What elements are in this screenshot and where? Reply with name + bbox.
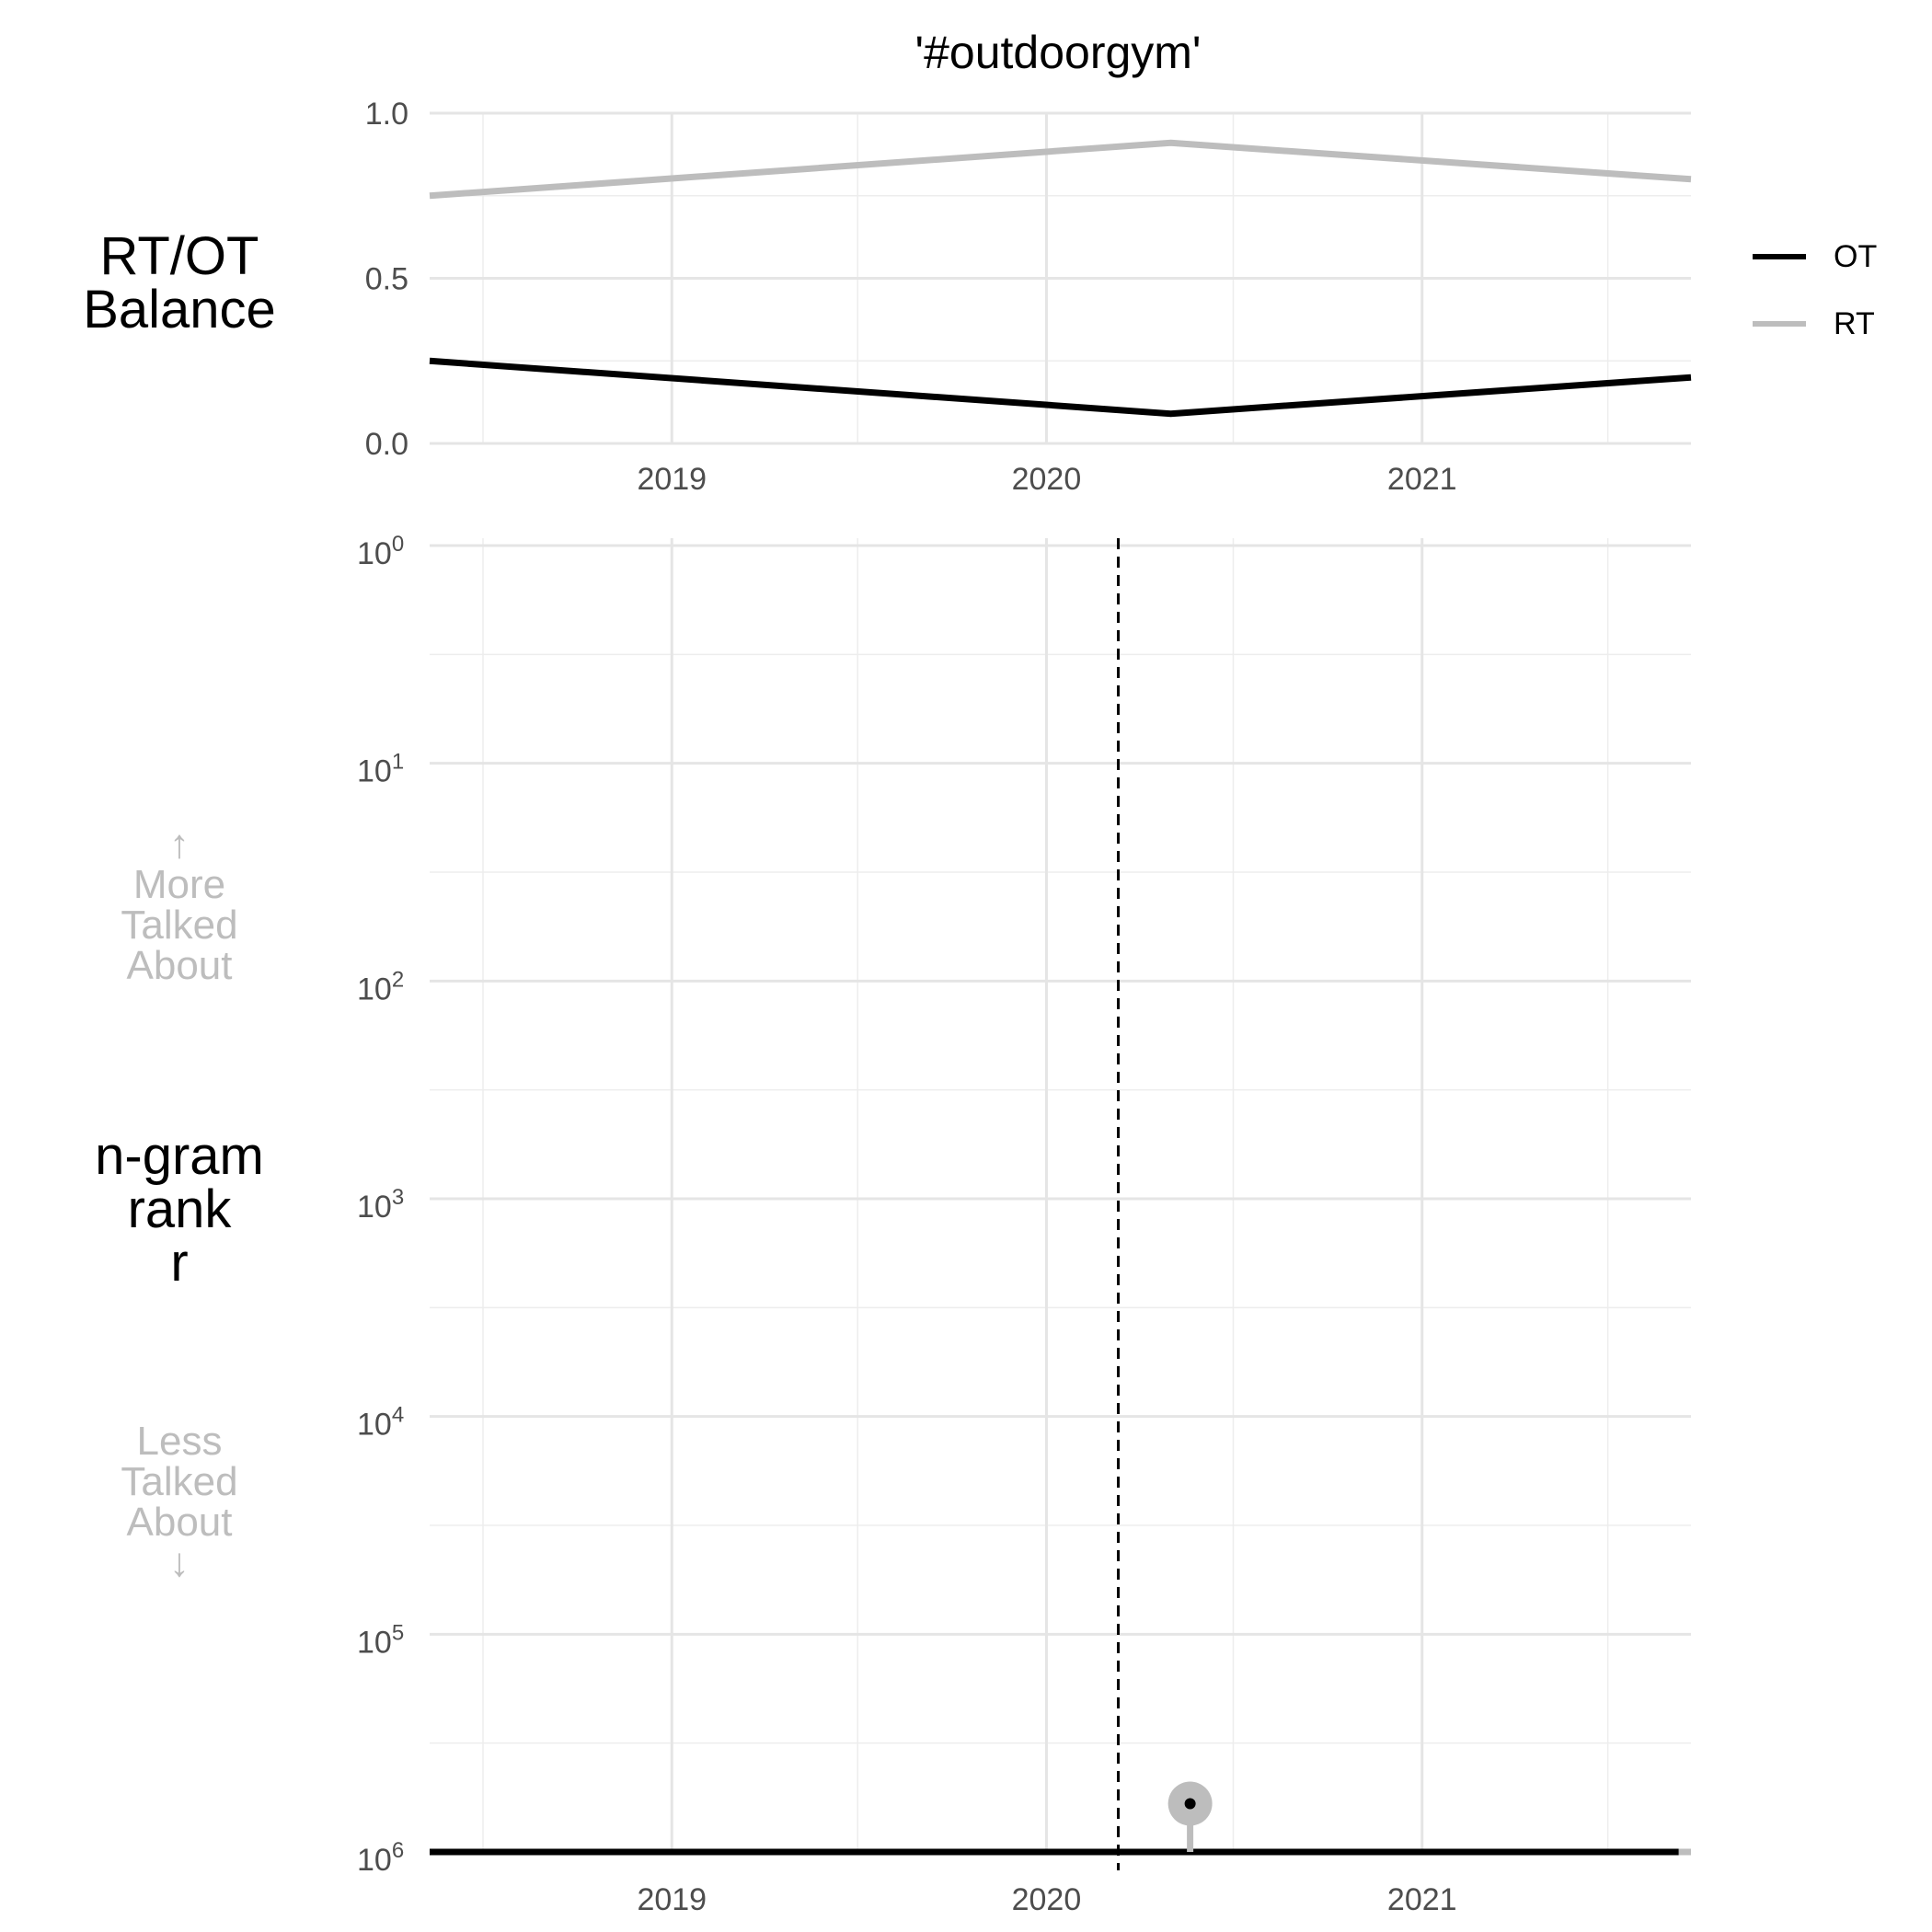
legend-item-ot: OT bbox=[1753, 238, 1877, 275]
legend-label-ot: OT bbox=[1834, 238, 1878, 274]
y-tick-label: 102 bbox=[357, 967, 404, 1006]
y-tick-label: 1.0 bbox=[365, 97, 408, 132]
rank-panel: 100 101 102 103 104 105 106 2019 2020 2021 bbox=[357, 532, 1691, 1917]
series-line-rt bbox=[429, 139, 1692, 200]
chart-title: '#outdoorgym' bbox=[914, 27, 1202, 78]
x-tick-label: 2019 bbox=[637, 462, 707, 497]
ngram-rank-axis-label: n-gram rank r bbox=[95, 1126, 264, 1293]
y-tick-label: 106 bbox=[357, 1838, 404, 1878]
legend-swatch-rt bbox=[1753, 321, 1806, 327]
x-tick-label: 2019 bbox=[637, 1882, 707, 1917]
more-talked-about-label: ↑ More Talked About bbox=[121, 822, 238, 988]
y-tick-label: 0.5 bbox=[365, 262, 408, 297]
y-tick-label: 103 bbox=[357, 1185, 404, 1225]
legend-item-rt: RT bbox=[1753, 305, 1875, 342]
y-tick-label: 0.0 bbox=[365, 427, 408, 462]
y-tick-label: 100 bbox=[357, 532, 404, 571]
highlight-point-inner bbox=[1184, 1798, 1196, 1810]
legend-swatch-ot bbox=[1753, 254, 1806, 259]
y-tick-label: 105 bbox=[357, 1620, 404, 1660]
balance-axis-label: RT/OT Balance bbox=[83, 226, 276, 339]
y-tick-label: 101 bbox=[357, 750, 404, 789]
legend-label-rt: RT bbox=[1834, 305, 1875, 341]
y-tick-label: 104 bbox=[357, 1403, 404, 1443]
series-line-ot bbox=[429, 357, 1692, 418]
x-tick-label: 2021 bbox=[1387, 1882, 1457, 1917]
x-tick-label: 2021 bbox=[1387, 462, 1457, 497]
balance-panel: 0.0 0.5 1.0 2019 2020 2021 bbox=[365, 97, 1692, 497]
less-talked-about-label: Less Talked About ↓ bbox=[121, 1419, 238, 1585]
x-tick-label: 2020 bbox=[1012, 1882, 1082, 1917]
x-tick-label: 2020 bbox=[1012, 462, 1082, 497]
